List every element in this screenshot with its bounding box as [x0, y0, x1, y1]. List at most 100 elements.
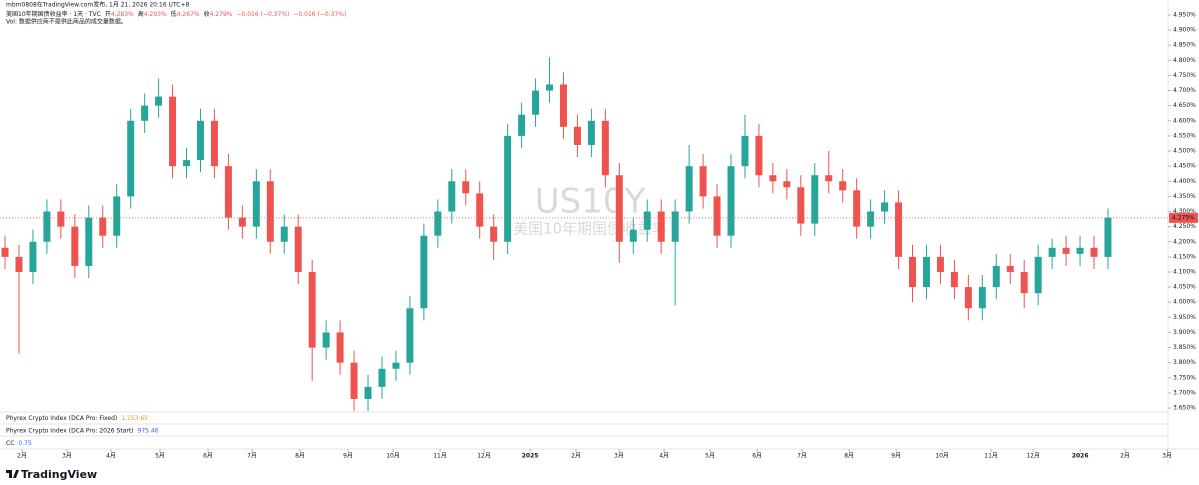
- candle-body: [811, 175, 819, 224]
- candle-body: [839, 181, 847, 191]
- candle-body: [867, 211, 875, 227]
- y-tick-label: 4.250%: [1173, 223, 1196, 230]
- x-tick-label: 3月: [62, 453, 72, 460]
- x-tick-label: 4月: [106, 453, 116, 460]
- x-tick-label: 12月: [1026, 453, 1040, 460]
- candle-body: [559, 84, 567, 127]
- header-line: 美国10年期国债收益率 · 1天 · TVC 开4.283% 高4.293% 低4.2…: [6, 10, 346, 18]
- x-tick-label: 8月: [295, 453, 305, 460]
- header-open: 4.283%: [111, 11, 134, 18]
- candle-body: [950, 271, 958, 288]
- x-tick-label: 2026: [1072, 453, 1089, 460]
- candle-body: [922, 256, 930, 288]
- candle-body: [936, 256, 944, 272]
- publisher: mbm0808在TradingView.com发布, 1月 21, 2026 2…: [6, 1, 189, 9]
- y-tick-label: 4.150%: [1173, 253, 1196, 260]
- candle-body: [224, 166, 232, 218]
- candle-body: [671, 211, 679, 242]
- candle-body: [169, 96, 177, 167]
- candle-body: [727, 166, 735, 236]
- candle-body: [476, 193, 484, 227]
- header-change2: −0.016 (−0.37%): [293, 11, 346, 18]
- header-close: 4.279%: [210, 11, 233, 18]
- indicator: Phyrex Crypto Index (DCA Pro: Fixed) 1,15…: [6, 415, 148, 422]
- candle-body: [615, 175, 623, 242]
- y-tick-label: 4.750%: [1173, 72, 1196, 79]
- candle-body: [392, 362, 400, 369]
- candle-body: [155, 96, 163, 106]
- x-tick-label: 3月: [614, 453, 624, 460]
- y-tick-label: 4.450%: [1173, 163, 1196, 170]
- candle-body: [1104, 217, 1112, 257]
- candle-body: [350, 362, 358, 399]
- candle-body: [238, 217, 246, 227]
- indicator: Phyrex Crypto Index (DCA Pro: 2026 Start…: [6, 427, 159, 434]
- y-tick-label: 3.900%: [1173, 329, 1196, 336]
- candle-body: [294, 226, 302, 272]
- candle-body: [518, 114, 526, 136]
- candle-body: [406, 308, 414, 363]
- y-tick-label: 3.800%: [1173, 359, 1196, 366]
- candle-body: [825, 175, 833, 182]
- candle-body: [364, 386, 372, 399]
- y-tick-label: 4.600%: [1173, 117, 1196, 124]
- y-tick-label: 4.950%: [1173, 11, 1196, 18]
- x-tick-label: 8月: [844, 453, 854, 460]
- candle-body: [266, 181, 274, 242]
- y-tick-label: 4.700%: [1173, 87, 1196, 94]
- x-tick-label: 2月: [1120, 453, 1130, 460]
- candle-body: [1076, 247, 1084, 254]
- candle-body: [127, 120, 135, 197]
- candle-body: [490, 226, 498, 242]
- last-price-box: [1169, 212, 1198, 223]
- candle-body: [113, 196, 121, 236]
- candle-body: [532, 90, 540, 115]
- candle-body: [1090, 247, 1098, 257]
- x-tick-label: 7月: [797, 453, 807, 460]
- candle-body: [1006, 265, 1014, 272]
- candle-body: [573, 126, 581, 145]
- header-change: −0.016 (−0.37%): [236, 11, 289, 18]
- y-tick-label: 3.950%: [1173, 314, 1196, 321]
- candle-body: [713, 196, 721, 236]
- header-high-label: 高: [138, 10, 144, 18]
- x-tick-label: 6月: [752, 453, 762, 460]
- candle-body: [378, 368, 386, 387]
- logo-text: TradingView: [21, 468, 97, 481]
- x-tick-label: 5月: [705, 453, 715, 460]
- x-tick-label: 11月: [984, 453, 998, 460]
- x-tick-label: 2月: [17, 453, 27, 460]
- candle-body: [210, 120, 218, 167]
- header-ohlc: 美国10年期国债收益率 · 1天 · TVC 开4.283% 高4.293% 低4.2…: [6, 10, 346, 18]
- candle-body: [629, 229, 637, 242]
- candle-body: [308, 271, 316, 348]
- candle-body: [1, 247, 9, 257]
- candle-body: [699, 166, 707, 197]
- x-tick-label: 5月: [155, 453, 165, 460]
- y-tick-label: 3.750%: [1173, 374, 1196, 381]
- y-tick-label: 4.850%: [1173, 42, 1196, 49]
- candle-body: [462, 181, 470, 194]
- candle-body: [252, 181, 260, 227]
- candle-body: [587, 120, 595, 145]
- candle-body: [57, 211, 65, 227]
- y-tick-label: 4.400%: [1173, 178, 1196, 185]
- y-tick-label: 4.550%: [1173, 132, 1196, 139]
- candle-body: [1048, 247, 1056, 257]
- header-high: 4.293%: [144, 11, 167, 18]
- y-tick-label: 4.650%: [1173, 102, 1196, 109]
- indicator-name: Phyrex Crypto Index (DCA Pro: Fixed): [6, 415, 117, 422]
- y-tick-label: 4.050%: [1173, 284, 1196, 291]
- candle-body: [99, 217, 107, 236]
- candle-body: [769, 175, 777, 182]
- candle-body: [895, 202, 903, 257]
- indicators: Phyrex Crypto Index (DCA Pro: Fixed) 1,15…: [6, 415, 159, 447]
- candle-body: [755, 135, 763, 176]
- x-tick-label: 12月: [477, 453, 491, 460]
- candle-body: [964, 287, 972, 309]
- x-tick-label: 2025: [522, 453, 539, 460]
- candle-body: [909, 256, 916, 288]
- header-open-label: 开: [105, 11, 111, 18]
